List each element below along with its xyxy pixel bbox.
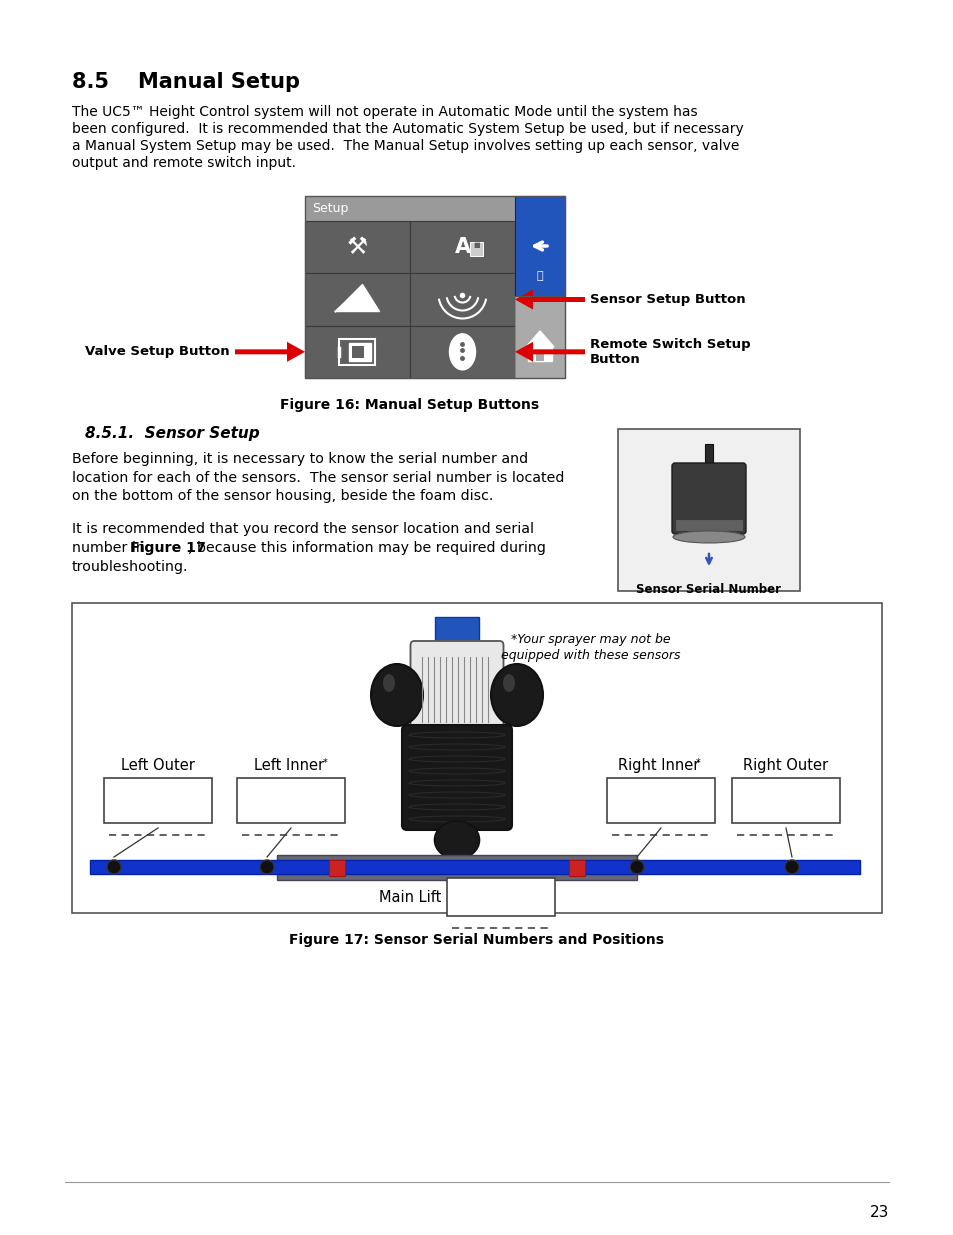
Bar bbox=[90, 860, 859, 874]
Polygon shape bbox=[525, 331, 554, 347]
Text: troubleshooting.: troubleshooting. bbox=[71, 559, 189, 573]
Bar bbox=[410, 273, 515, 326]
Text: 8.5    Manual Setup: 8.5 Manual Setup bbox=[71, 72, 299, 91]
Ellipse shape bbox=[449, 333, 475, 369]
Bar bbox=[305, 326, 410, 378]
Bar bbox=[305, 273, 410, 326]
Bar bbox=[731, 778, 840, 823]
Bar bbox=[470, 242, 483, 256]
Text: ⧄: ⧄ bbox=[537, 270, 543, 282]
Text: output and remote switch input.: output and remote switch input. bbox=[71, 156, 295, 170]
Polygon shape bbox=[234, 342, 305, 362]
Text: ■: ■ bbox=[474, 242, 479, 248]
Bar bbox=[329, 860, 345, 876]
Text: Right Outer: Right Outer bbox=[742, 758, 828, 773]
Bar bbox=[675, 519, 742, 531]
Text: , because this information may be required during: , because this information may be requir… bbox=[188, 541, 545, 555]
Polygon shape bbox=[515, 289, 584, 310]
Text: a Manual System Setup may be used.  The Manual Setup involves setting up each se: a Manual System Setup may be used. The M… bbox=[71, 140, 739, 153]
Polygon shape bbox=[335, 284, 379, 311]
Ellipse shape bbox=[491, 664, 542, 726]
Bar bbox=[515, 196, 564, 296]
Bar bbox=[606, 778, 714, 823]
Bar bbox=[410, 221, 515, 273]
Ellipse shape bbox=[371, 664, 422, 726]
Text: Figure 17: Figure 17 bbox=[130, 541, 206, 555]
Ellipse shape bbox=[382, 674, 395, 692]
Ellipse shape bbox=[672, 531, 744, 543]
Text: 23: 23 bbox=[869, 1205, 888, 1220]
Text: Figure 17: Sensor Serial Numbers and Positions: Figure 17: Sensor Serial Numbers and Pos… bbox=[289, 932, 664, 947]
Text: It is recommended that you record the sensor location and serial: It is recommended that you record the se… bbox=[71, 522, 534, 536]
Text: Valve Setup Button: Valve Setup Button bbox=[85, 346, 230, 358]
Bar bbox=[305, 196, 515, 221]
Bar bbox=[349, 343, 371, 361]
Polygon shape bbox=[515, 342, 584, 362]
Text: equipped with these sensors: equipped with these sensors bbox=[500, 650, 679, 662]
Text: 8.5.1.  Sensor Setup: 8.5.1. Sensor Setup bbox=[85, 426, 259, 441]
Bar bbox=[71, 603, 882, 913]
Text: on the bottom of the sensor housing, beside the foam disc.: on the bottom of the sensor housing, bes… bbox=[71, 489, 493, 503]
Circle shape bbox=[629, 860, 643, 874]
Text: Sensor Setup Button: Sensor Setup Button bbox=[589, 293, 745, 306]
Text: Setup: Setup bbox=[312, 203, 348, 215]
FancyBboxPatch shape bbox=[671, 463, 745, 534]
Text: Sensor Serial Number: Sensor Serial Number bbox=[636, 583, 781, 597]
Text: number in: number in bbox=[71, 541, 150, 555]
Bar bbox=[435, 618, 478, 645]
Bar bbox=[515, 296, 564, 378]
Text: location for each of the sensors.  The sensor serial number is located: location for each of the sensors. The se… bbox=[71, 471, 564, 484]
Bar bbox=[618, 429, 800, 592]
Text: Figure 16: Manual Setup Buttons: Figure 16: Manual Setup Buttons bbox=[280, 398, 539, 412]
Text: A: A bbox=[454, 237, 470, 257]
Text: Remote Switch Setup
Button: Remote Switch Setup Button bbox=[589, 338, 750, 366]
Text: *: * bbox=[696, 758, 700, 768]
Bar bbox=[527, 347, 552, 361]
Bar bbox=[305, 221, 410, 273]
FancyBboxPatch shape bbox=[401, 725, 512, 830]
Ellipse shape bbox=[434, 821, 479, 860]
Text: ⚒: ⚒ bbox=[347, 235, 368, 259]
Bar bbox=[447, 878, 555, 916]
Text: been configured.  It is recommended that the Automatic System Setup be used, but: been configured. It is recommended that … bbox=[71, 122, 743, 136]
Text: Left Inner: Left Inner bbox=[253, 758, 324, 773]
Bar bbox=[410, 326, 515, 378]
Text: *: * bbox=[323, 758, 328, 768]
Ellipse shape bbox=[502, 674, 515, 692]
Bar bbox=[536, 351, 543, 361]
Circle shape bbox=[784, 860, 799, 874]
Circle shape bbox=[260, 860, 274, 874]
Text: Main Lift: Main Lift bbox=[378, 889, 440, 904]
FancyBboxPatch shape bbox=[410, 641, 503, 734]
Text: Right Inner: Right Inner bbox=[618, 758, 699, 773]
Bar bbox=[104, 778, 212, 823]
Bar bbox=[352, 346, 364, 358]
Text: Left Outer: Left Outer bbox=[121, 758, 194, 773]
Bar bbox=[339, 338, 375, 364]
Bar bbox=[568, 860, 584, 876]
Circle shape bbox=[107, 860, 121, 874]
Bar bbox=[236, 778, 345, 823]
Bar bbox=[305, 196, 564, 378]
Text: The UC5™ Height Control system will not operate in Automatic Mode until the syst: The UC5™ Height Control system will not … bbox=[71, 105, 697, 119]
Bar bbox=[276, 855, 637, 881]
Bar bbox=[704, 445, 712, 466]
Text: Before beginning, it is necessary to know the serial number and: Before beginning, it is necessary to kno… bbox=[71, 452, 528, 466]
Text: *Your sprayer may not be: *Your sprayer may not be bbox=[510, 634, 670, 646]
